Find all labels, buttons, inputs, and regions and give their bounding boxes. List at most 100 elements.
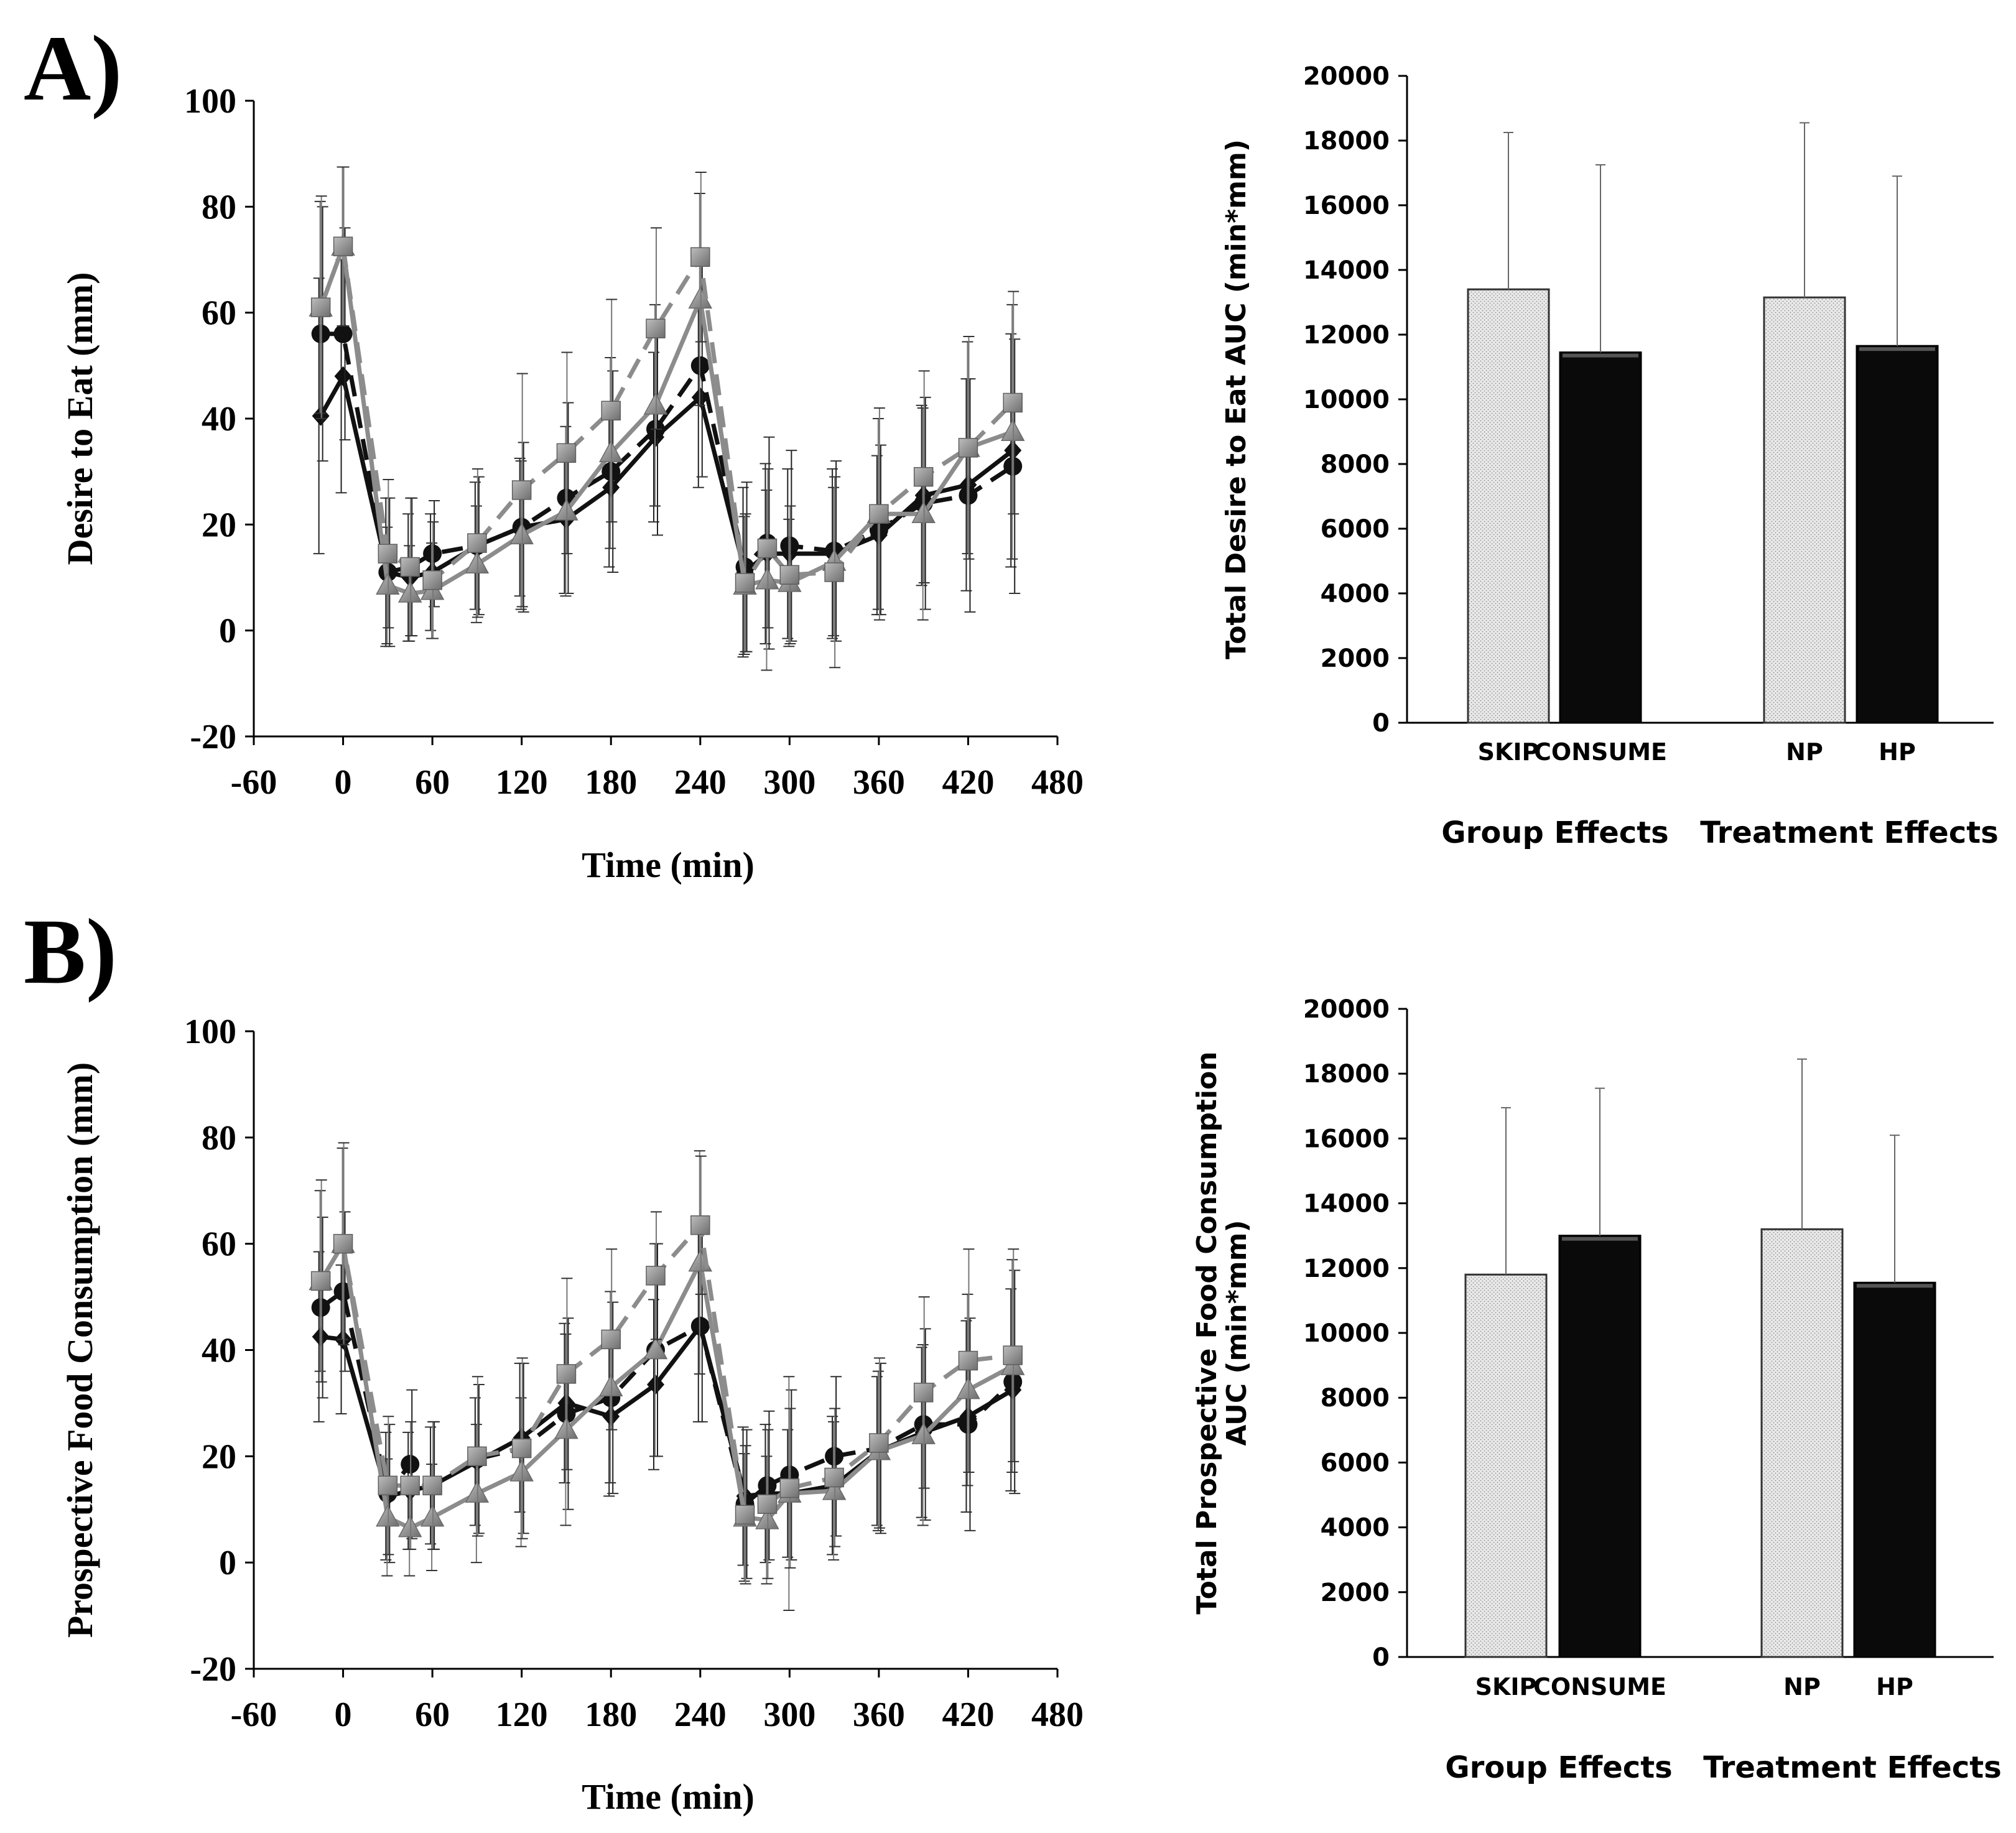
y-tick-label: 2000 — [1321, 1579, 1390, 1607]
series-gray-triangle-solid — [309, 1147, 1025, 1612]
square-marker — [422, 570, 442, 590]
y-tick-label: 20 — [202, 1437, 236, 1476]
bar-skip: SKIP — [1467, 132, 1550, 766]
desire-to-eat-auc-bar-chart: 0 2000 4000 6000 8000 10000 12000 14000 16000 180… — [1220, 62, 1999, 850]
square-marker — [824, 562, 844, 582]
y-tick-label: 20000 — [1303, 995, 1390, 1024]
category-label: SKIP — [1475, 1673, 1537, 1701]
y-tick-label: 12000 — [1303, 321, 1390, 350]
y-tick-label: 20000 — [1303, 62, 1390, 91]
square-marker — [958, 1350, 978, 1371]
y-axis-title: Desire to Eat (mm) — [60, 272, 100, 565]
group-label: Treatment Effects — [1700, 815, 1999, 850]
bar-hp: HP — [1856, 175, 1939, 766]
x-tick-label: 300 — [763, 1696, 815, 1734]
x-axis-title: Time (min) — [582, 845, 755, 885]
x-tick-label: -60 — [231, 763, 277, 802]
y-tick-label: 2000 — [1321, 644, 1390, 673]
y-tick-label: 0 — [1372, 709, 1390, 738]
bar-skip: SKIP — [1464, 1107, 1548, 1701]
bar-np: NP — [1760, 1058, 1844, 1701]
x-tick-label: 480 — [1031, 763, 1084, 802]
series-gray-triangle-solid — [309, 166, 1025, 671]
x-tick-label: 240 — [674, 1696, 727, 1734]
bar-highlight — [1859, 347, 1935, 351]
x-tick-label: 420 — [942, 1696, 994, 1734]
series-gray-square-dashed — [310, 166, 1023, 669]
y-tick-label: 16000 — [1303, 192, 1390, 220]
square-marker — [690, 247, 710, 267]
series-line — [318, 374, 1015, 580]
bar-rect — [1559, 351, 1642, 724]
square-marker — [757, 538, 778, 559]
group-label: Treatment Effects — [1703, 1750, 2002, 1785]
square-marker — [310, 297, 331, 317]
y-tick-label: 0 — [1372, 1643, 1390, 1672]
category-label: HP — [1876, 1673, 1913, 1701]
square-marker — [735, 573, 755, 593]
bar-rect — [1856, 345, 1939, 724]
y-tick-label: 12000 — [1303, 1255, 1390, 1283]
square-marker — [869, 504, 889, 524]
square-marker — [824, 1467, 844, 1488]
panel-label-a: A) — [24, 17, 122, 120]
square-marker — [735, 1505, 755, 1525]
square-marker — [400, 1475, 420, 1496]
square-marker — [646, 318, 666, 338]
square-marker — [601, 1329, 621, 1350]
category-label: HP — [1879, 738, 1916, 766]
square-marker — [467, 1446, 487, 1467]
category-label: CONSUME — [1534, 738, 1667, 766]
x-tick-label: 240 — [674, 763, 727, 802]
series-line — [318, 244, 1014, 596]
triangle-marker — [643, 1337, 668, 1360]
square-marker — [1003, 1345, 1023, 1365]
x-tick-label: 360 — [853, 763, 905, 802]
y-tick-label: 100 — [184, 82, 236, 121]
bar-hp: HP — [1853, 1135, 1936, 1701]
y-tick-label: 100 — [184, 1013, 236, 1051]
y-tick-label: 18000 — [1303, 1060, 1390, 1088]
y-tick-label: 16000 — [1303, 1125, 1390, 1153]
square-marker — [869, 1433, 889, 1453]
x-tick-label: 60 — [415, 763, 450, 802]
square-marker — [1003, 392, 1023, 413]
bar-rect — [1464, 1273, 1548, 1658]
y-tick-label: -20 — [190, 718, 236, 756]
x-tick-label: 120 — [496, 1696, 548, 1734]
y-tick-label: -20 — [190, 1650, 236, 1689]
desire-to-eat-line-chart: -20 0 20 40 60 80 100 -60 0 60 120 180 240 300 360 420 4… — [60, 82, 1084, 885]
x-tick-label: 0 — [335, 763, 352, 802]
square-marker — [913, 466, 934, 487]
bar-highlight — [1857, 1284, 1933, 1288]
y-tick-label: 10000 — [1303, 1319, 1390, 1348]
y-tick-label: 8000 — [1321, 450, 1390, 479]
series-line — [320, 332, 1015, 575]
square-marker — [779, 1478, 800, 1498]
y-tick-label: 80 — [202, 1119, 236, 1158]
square-marker — [467, 533, 487, 553]
category-label: CONSUME — [1533, 1673, 1666, 1701]
prospective-food-consumption-auc-bar-chart: 0 2000 4000 6000 8000 10000 12000 14000 16000 180… — [1191, 995, 2002, 1785]
x-tick-label: -60 — [231, 1696, 277, 1734]
x-tick-label: 120 — [496, 763, 548, 802]
category-label: NP — [1786, 738, 1823, 766]
y-tick-label: 0 — [219, 612, 236, 651]
group-label: Group Effects — [1441, 815, 1668, 850]
x-tick-label: 360 — [853, 1696, 905, 1734]
x-tick-label: 420 — [942, 763, 994, 802]
square-marker — [913, 1383, 934, 1403]
square-marker — [556, 443, 577, 463]
x-tick-label: 180 — [585, 763, 637, 802]
group-label: Group Effects — [1445, 1750, 1672, 1785]
bar-rect — [1763, 296, 1846, 724]
square-marker — [378, 1475, 398, 1496]
x-tick-label: 480 — [1031, 1696, 1084, 1734]
circle-marker — [333, 324, 353, 343]
prospective-food-consumption-line-chart: -20 0 20 40 60 80 100 -60 0 60 120 180 240 300 360 420 4… — [60, 1013, 1084, 1817]
y-tick-label: 6000 — [1321, 1449, 1390, 1477]
square-marker — [422, 1475, 442, 1496]
bar-rect — [1467, 288, 1550, 724]
y-tick-label: 8000 — [1321, 1384, 1390, 1413]
bar-consume: CONSUME — [1533, 1087, 1666, 1701]
